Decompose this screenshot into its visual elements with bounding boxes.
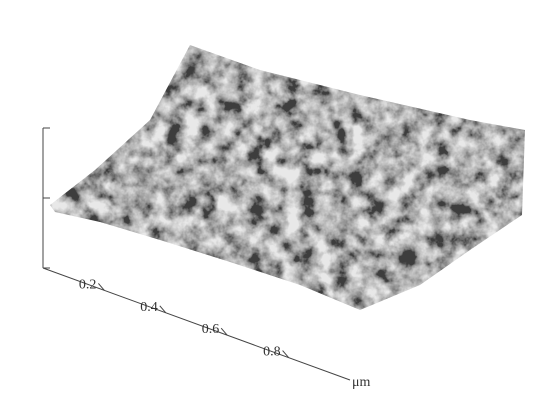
x-tick-label: 0.8 — [263, 345, 281, 360]
x-tick-label: 0.4 — [140, 300, 158, 315]
x-axis: 0.2 0.4 0.6 0.8 — [79, 277, 289, 359]
x-axis-label: μm — [352, 375, 371, 390]
x-tick-label: 0.2 — [79, 277, 97, 292]
figure: 0.2 0.4 0.6 0.8 μm — [0, 0, 555, 411]
z-axis — [43, 128, 50, 268]
x-tick-label: 0.6 — [202, 322, 220, 337]
surface — [40, 40, 530, 320]
